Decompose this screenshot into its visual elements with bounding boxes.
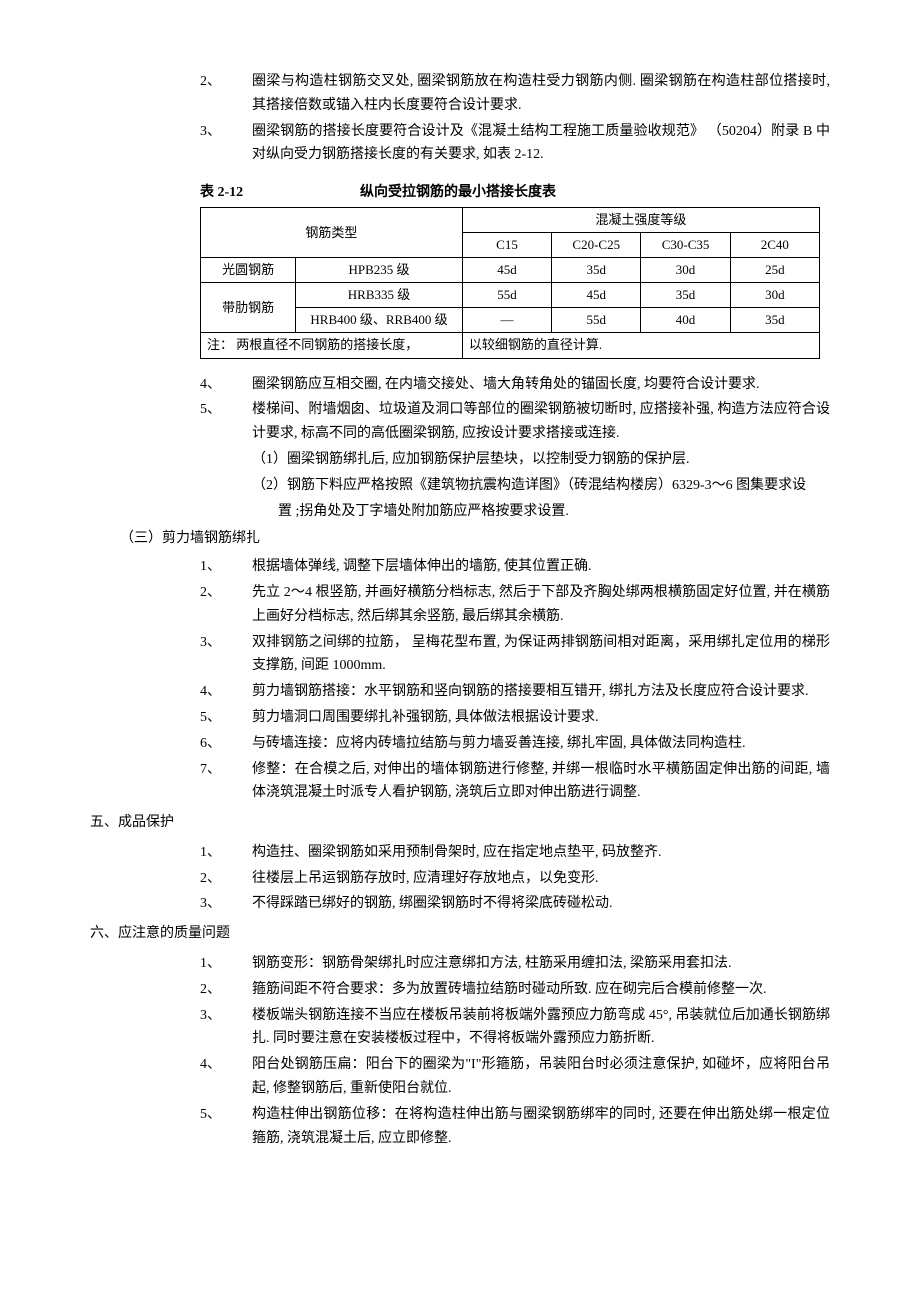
section-3-title: （三）剪力墙钢筋绑扎	[90, 527, 830, 551]
item-text: 剪力墙洞口周围要绑扎补强钢筋, 具体做法根据设计要求.	[252, 706, 830, 730]
list-item: 3、双排钢筋之间绑的拉筋， 呈梅花型布置, 为保证两排钢筋间相对距离，采用绑扎定…	[90, 631, 830, 679]
td-val: 45d	[552, 283, 641, 308]
td-val: 35d	[730, 308, 819, 333]
th-c20-c25: C20-C25	[552, 233, 641, 258]
list-item: 1、根据墙体弹线, 调整下层墙体伸出的墙筋, 使其位置正确.	[90, 555, 830, 579]
table-row: 带肋钢筋 HRB335 级 55d 45d 35d 30d	[201, 283, 820, 308]
item-number: 1、	[200, 555, 252, 579]
item-number: 5、	[200, 1103, 252, 1151]
item-number: 5、	[200, 398, 252, 446]
item-text: 修整：在合模之后, 对伸出的墙体钢筋进行修整, 并绑一根临时水平横筋固定伸出筋的…	[252, 758, 830, 806]
item-text: 楼板端头钢筋连接不当应在楼板吊装前将板端外露预应力筋弯成 45°, 吊装就位后加…	[252, 1004, 830, 1052]
item-text: 箍筋间距不符合要求：多为放置砖墙拉结筋时碰动所致. 应在砌完后合模前修整一次.	[252, 978, 830, 1002]
item-text: 楼梯间、附墙烟囱、垃圾道及洞口等部位的圈梁钢筋被切断时, 应搭接补强, 构造方法…	[252, 398, 830, 446]
list-item: 5、剪力墙洞口周围要绑扎补强钢筋, 具体做法根据设计要求.	[90, 706, 830, 730]
td-val: 55d	[552, 308, 641, 333]
item-text: 剪力墙钢筋搭接：水平钢筋和竖向钢筋的搭接要相互错开, 绑扎方法及长度应符合设计要…	[252, 680, 830, 704]
list-item-5: 5、 楼梯间、附墙烟囱、垃圾道及洞口等部位的圈梁钢筋被切断时, 应搭接补强, 构…	[90, 398, 830, 446]
item-number: 3、	[200, 631, 252, 679]
item-number: 1、	[200, 841, 252, 865]
list-item: 2、往楼层上吊运钢筋存放时, 应清理好存放地点，以免变形.	[90, 867, 830, 891]
item-number: 2、	[200, 978, 252, 1002]
th-c15: C15	[462, 233, 551, 258]
sub-text: （1）圈梁钢筋绑扎后, 应加钢筋保护层垫块，以控制受力钢筋的保护层.	[252, 448, 830, 472]
item-text: 根据墙体弹线, 调整下层墙体伸出的墙筋, 使其位置正确.	[252, 555, 830, 579]
list-item: 6、与砖墙连接：应将内砖墙拉结筋与剪力墙妥善连接, 绑扎牢固, 具体做法同构造柱…	[90, 732, 830, 756]
item-text: 双排钢筋之间绑的拉筋， 呈梅花型布置, 为保证两排钢筋间相对距离，采用绑扎定位用…	[252, 631, 830, 679]
list-item: 3、楼板端头钢筋连接不当应在楼板吊装前将板端外露预应力筋弯成 45°, 吊装就位…	[90, 1004, 830, 1052]
item-number: 2、	[200, 867, 252, 891]
td-val: 35d	[641, 283, 730, 308]
item-number: 4、	[200, 373, 252, 397]
td-val: 30d	[730, 283, 819, 308]
item-number: 2、	[200, 581, 252, 629]
list-item: 1、构造拄、圈梁钢筋如采用预制骨架时, 应在指定地点垫平, 码放整齐.	[90, 841, 830, 865]
item-number: 6、	[200, 732, 252, 756]
item-number: 7、	[200, 758, 252, 806]
td-grade: HRB335 级	[296, 283, 463, 308]
td-val: 45d	[462, 258, 551, 283]
list-item: 3、不得踩踏已绑好的钢筋, 绑圈梁钢筋时不得将梁底砖碰松动.	[90, 892, 830, 916]
item-text: 阳台处钢筋压扁：阳台下的圈梁为"I"形箍筋，吊装阳台时必须注意保护, 如碰坏，应…	[252, 1053, 830, 1101]
item-text: 不得踩踏已绑好的钢筋, 绑圈梁钢筋时不得将梁底砖碰松动.	[252, 892, 830, 916]
section-5-title: 五、成品保护	[90, 811, 830, 835]
item-number: 1、	[200, 952, 252, 976]
item-text: 往楼层上吊运钢筋存放时, 应清理好存放地点，以免变形.	[252, 867, 830, 891]
item-text: 先立 2～4 根竖筋, 并画好横筋分档标志, 然后于下部及齐胸处绑两根横筋固定好…	[252, 581, 830, 629]
table-row: 光圆钢筋 HPB235 级 45d 35d 30d 25d	[201, 258, 820, 283]
item-text: 圈梁钢筋应互相交圈, 在内墙交接处、墙大角转角处的锚固长度, 均要符合设计要求.	[252, 373, 830, 397]
item-number: 4、	[200, 680, 252, 704]
item-text: 与砖墙连接：应将内砖墙拉结筋与剪力墙妥善连接, 绑扎牢固, 具体做法同构造柱.	[252, 732, 830, 756]
th-concrete-grade: 混凝土强度等级	[462, 207, 819, 232]
item-text: 构造柱伸出钢筋位移：在将构造柱伸出筋与圈梁钢筋绑牢的同时, 还要在伸出筋处绑一根…	[252, 1103, 830, 1151]
td-note-left: 注： 两根直径不同钢筋的搭接长度，	[201, 333, 463, 358]
td-val: 55d	[462, 283, 551, 308]
list-item: 4、阳台处钢筋压扁：阳台下的圈梁为"I"形箍筋，吊装阳台时必须注意保护, 如碰坏…	[90, 1053, 830, 1101]
list-item-3: 3、 圈梁钢筋的搭接长度要符合设计及《混凝土结构工程施工质量验收规范》 （502…	[90, 120, 830, 168]
td-val: —	[462, 308, 551, 333]
item-number: 5、	[200, 706, 252, 730]
item-number: 3、	[200, 892, 252, 916]
list-item: 4、剪力墙钢筋搭接：水平钢筋和竖向钢筋的搭接要相互错开, 绑扎方法及长度应符合设…	[90, 680, 830, 704]
table-title: 纵向受拉钢筋的最小搭接长度表	[360, 181, 556, 205]
list-item: 2、先立 2～4 根竖筋, 并画好横筋分档标志, 然后于下部及齐胸处绑两根横筋固…	[90, 581, 830, 629]
item-number: 3、	[200, 120, 252, 168]
table-caption: 表 2-12 纵向受拉钢筋的最小搭接长度表	[90, 181, 830, 205]
list-item: 1、钢筋变形：钢筋骨架绑扎时应注意绑扣方法, 柱筋采用缠扣法, 梁筋采用套扣法.	[90, 952, 830, 976]
td-val: 25d	[730, 258, 819, 283]
list-item: 5、构造柱伸出钢筋位移：在将构造柱伸出筋与圈梁钢筋绑牢的同时, 还要在伸出筋处绑…	[90, 1103, 830, 1151]
td-note-right: 以较细钢筋的直径计算.	[462, 333, 819, 358]
td-grade: HPB235 级	[296, 258, 463, 283]
item-number: 4、	[200, 1053, 252, 1101]
sub-item-2-cont: 置 ;拐角处及丁字墙处附加筋应严格按要求设置.	[90, 500, 830, 524]
sub-item-2: （2）钢筋下料应严格按照《建筑物抗震构造详图》（砖混结构楼房）6329-3～6 …	[90, 474, 830, 498]
td-val: 30d	[641, 258, 730, 283]
section-6-title: 六、应注意的质量问题	[90, 922, 830, 946]
td-grade: HRB400 级、RRB400 级	[296, 308, 463, 333]
table-number: 表 2-12	[200, 181, 360, 205]
item-text: 构造拄、圈梁钢筋如采用预制骨架时, 应在指定地点垫平, 码放整齐.	[252, 841, 830, 865]
th-rebar-type: 钢筋类型	[201, 207, 463, 257]
item-text: 圈梁与构造柱钢筋交叉处, 圈梁钢筋放在构造柱受力钢筋内侧. 圈梁钢筋在构造柱部位…	[252, 70, 830, 118]
list-item: 2、箍筋间距不符合要求：多为放置砖墙拉结筋时碰动所致. 应在砌完后合模前修整一次…	[90, 978, 830, 1002]
td-val: 35d	[552, 258, 641, 283]
table-note-row: 注： 两根直径不同钢筋的搭接长度， 以较细钢筋的直径计算.	[201, 333, 820, 358]
td-val: 40d	[641, 308, 730, 333]
td-type: 光圆钢筋	[201, 258, 296, 283]
rebar-length-table: 钢筋类型 混凝土强度等级 C15 C20-C25 C30-C35 2C40 光圆…	[200, 207, 820, 359]
item-text: 钢筋变形：钢筋骨架绑扎时应注意绑扣方法, 柱筋采用缠扣法, 梁筋采用套扣法.	[252, 952, 830, 976]
th-2c40: 2C40	[730, 233, 819, 258]
list-item: 7、修整：在合模之后, 对伸出的墙体钢筋进行修整, 并绑一根临时水平横筋固定伸出…	[90, 758, 830, 806]
list-item-2: 2、 圈梁与构造柱钢筋交叉处, 圈梁钢筋放在构造柱受力钢筋内侧. 圈梁钢筋在构造…	[90, 70, 830, 118]
sub-text: （2）钢筋下料应严格按照《建筑物抗震构造详图》（砖混结构楼房）6329-3～6 …	[252, 474, 830, 498]
sub-item-1: （1）圈梁钢筋绑扎后, 应加钢筋保护层垫块，以控制受力钢筋的保护层.	[90, 448, 830, 472]
td-type: 带肋钢筋	[201, 283, 296, 333]
item-number: 2、	[200, 70, 252, 118]
list-item-4: 4、 圈梁钢筋应互相交圈, 在内墙交接处、墙大角转角处的锚固长度, 均要符合设计…	[90, 373, 830, 397]
item-text: 圈梁钢筋的搭接长度要符合设计及《混凝土结构工程施工质量验收规范》 （50204）…	[252, 120, 830, 168]
th-c30-c35: C30-C35	[641, 233, 730, 258]
item-number: 3、	[200, 1004, 252, 1052]
